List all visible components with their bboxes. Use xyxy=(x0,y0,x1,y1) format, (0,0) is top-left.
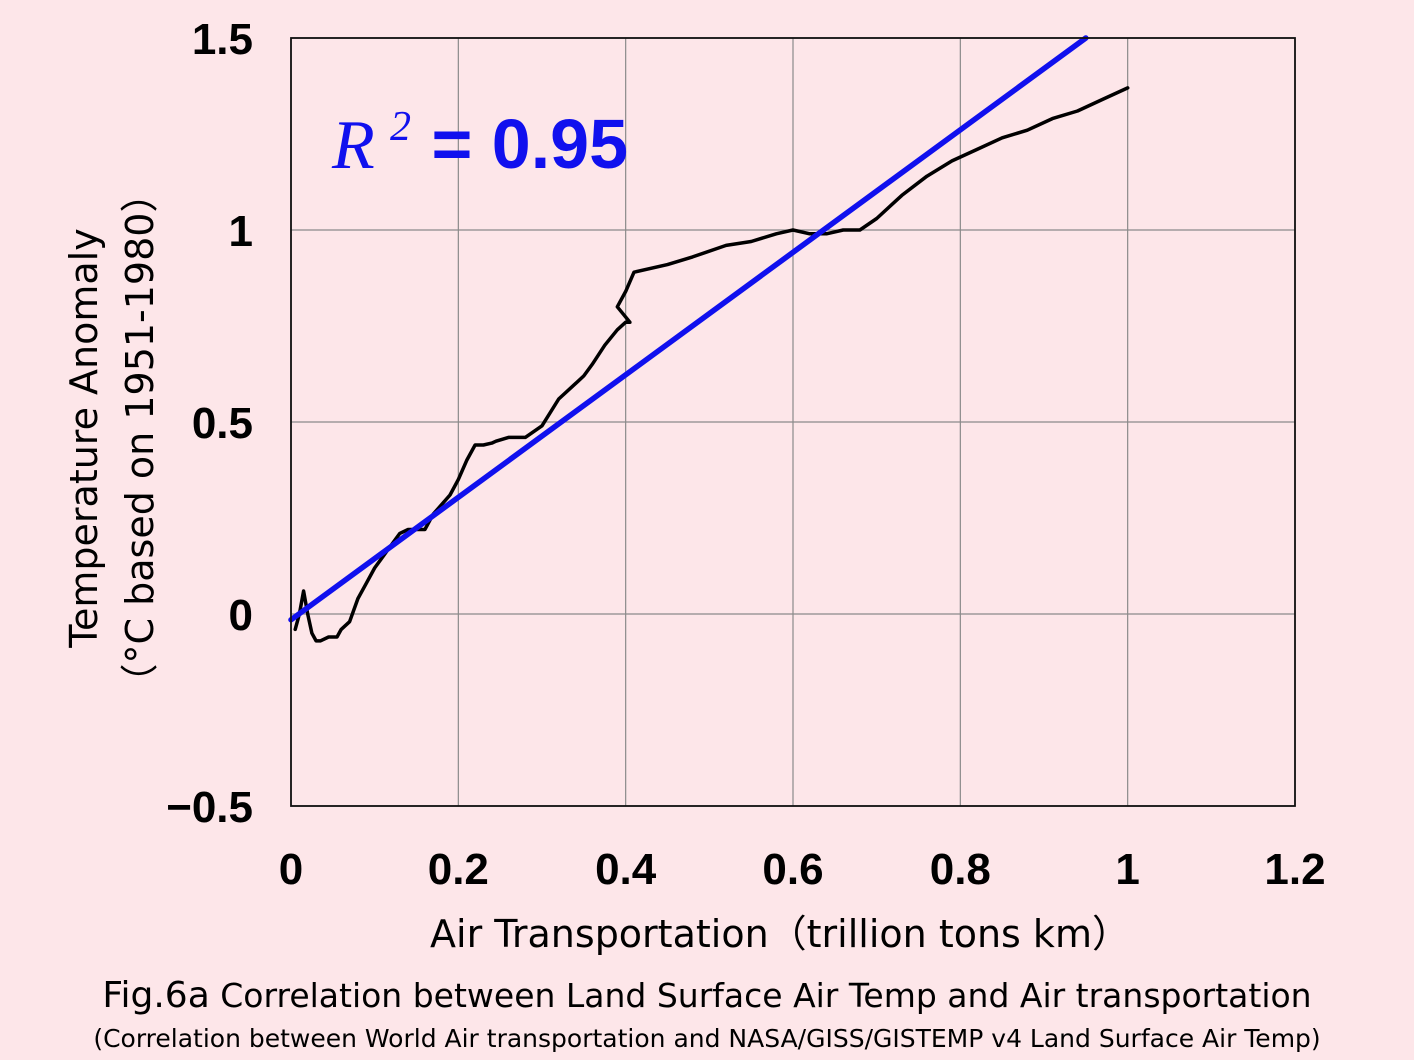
y-axis-ticks: −0.5 0 0.5 1 1.5 xyxy=(166,15,253,832)
r-squared-annotation: R 2 = 0.95 xyxy=(331,104,628,184)
x-tick-label: 0.8 xyxy=(930,845,991,894)
plot-frame xyxy=(290,37,1296,807)
regression-line xyxy=(288,35,1089,623)
y-tick-label: 0 xyxy=(229,591,253,640)
x-axis-label: Air Transportation（trillion tons km） xyxy=(430,912,1130,956)
temperature-series-line xyxy=(293,86,1130,643)
series-layer xyxy=(288,35,1130,643)
r-squared-exponent: 2 xyxy=(390,104,411,150)
x-tick-label: 0.2 xyxy=(428,845,489,894)
y-tick-label: −0.5 xyxy=(166,783,253,832)
figure-caption: Fig.6a Correlation between Land Surface … xyxy=(0,975,1414,1016)
y-tick-label: 1 xyxy=(229,207,253,256)
y-tick-label: 1.5 xyxy=(192,15,253,64)
x-tick-label: 1 xyxy=(1115,845,1139,894)
y-axis-label-line1: Temperature Anomaly xyxy=(62,228,106,648)
r-squared-symbol: R xyxy=(331,107,375,184)
y-tick-label: 0.5 xyxy=(192,399,253,448)
x-tick-label: 0 xyxy=(279,845,303,894)
y-axis-label-line2: （°C based on 1951-1980） xyxy=(118,175,162,702)
figure-title: Correlation between Land Surface Air Tem… xyxy=(209,976,1312,1015)
x-tick-label: 1.2 xyxy=(1264,845,1325,894)
x-axis-ticks: 0 0.2 0.4 0.6 0.8 1 1.2 xyxy=(279,845,1326,894)
figure-number: Fig.6a xyxy=(102,975,210,1016)
x-tick-label: 0.6 xyxy=(762,845,823,894)
y-axis-label: Temperature Anomaly （°C based on 1951-19… xyxy=(62,175,162,702)
figure-subtitle: (Correlation between World Air transport… xyxy=(93,1024,1321,1053)
x-tick-label: 0.4 xyxy=(595,845,657,894)
r-squared-value: = 0.95 xyxy=(412,105,628,183)
chart: −0.5 0 0.5 1 1.5 0 0.2 0.4 0.6 0.8 1 1.2 Air Trans… xyxy=(62,15,1326,956)
